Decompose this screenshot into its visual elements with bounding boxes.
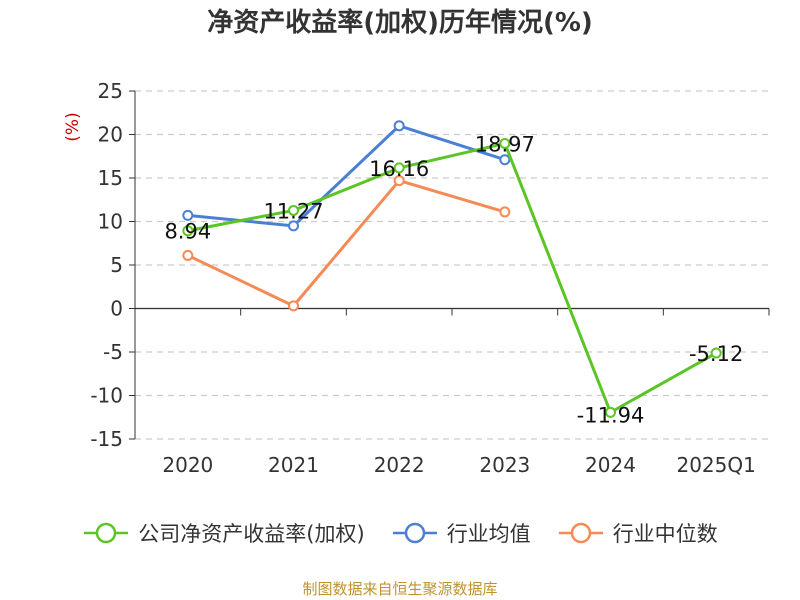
legend-item[interactable]: 行业中位数 [557,518,718,548]
y-tick-label: 15 [98,166,123,190]
data-label: 8.94 [164,220,211,244]
y-tick-label: 20 [98,123,123,147]
x-tick-label: 2025Q1 [676,453,755,477]
legend-item[interactable]: 公司净资产收益率(加权) [82,518,365,548]
series-line [187,124,506,228]
series-line [187,179,506,308]
data-point [499,154,511,166]
data-label: 11.27 [263,199,323,223]
legend: 公司净资产收益率(加权) 行业均值 行业中位数 [0,518,800,548]
axes: 25 20 15 10 5 0 -5 -10 -15 2020 2021 2022 2023 2024 20… [90,79,770,477]
data-point [182,249,194,261]
data-point [288,204,299,216]
legend-swatch-icon [392,522,437,544]
legend-swatch-icon [558,522,603,544]
data-label: -11.94 [577,403,645,427]
data-point [182,209,194,221]
x-tick-label: 2020 [162,453,213,477]
y-tick-label: 0 [110,297,123,321]
y-tick-label: 5 [110,253,123,277]
y-tick-label: -5 [103,340,123,364]
legend-label: 公司净资产收益率(加权) [138,522,365,546]
x-tick-label: 2022 [374,453,425,477]
source-note: 制图数据来自恒生聚源数据库 [302,580,498,598]
y-axis-label: (%) [63,112,83,141]
y-tick-label: 25 [98,79,123,103]
data-point [393,162,405,174]
legend-item[interactable]: 行业均值 [391,518,531,548]
data-point [499,137,511,149]
x-tick-label: 2023 [479,453,530,477]
legend-label: 行业均值 [446,522,531,546]
y-tick-label: -15 [90,427,123,451]
data-point [710,347,722,359]
data-point [499,206,511,218]
data-point [393,175,405,187]
y-tick-label: 10 [98,210,123,234]
data-label: -5.12 [689,342,743,366]
data-point [605,406,616,418]
x-tick-label: 2021 [268,453,319,477]
data-label: 18.97 [475,132,535,156]
data-label: 16.16 [369,157,429,181]
data-point [288,220,299,232]
data-point [182,225,194,237]
data-point [288,300,299,312]
series [182,120,722,418]
legend-swatch-icon [84,522,129,544]
series-line [187,141,717,414]
chart-title: 净资产收益率(加权)历年情况(%) [207,8,593,38]
data-point [393,120,405,132]
x-tick-label: 2024 [585,453,636,477]
data-labels: 8.94 11.27 16.16 18.97 -11.94 -5.12 [164,132,743,427]
y-tick-label: -10 [90,384,123,408]
legend-label: 行业中位数 [612,522,718,546]
